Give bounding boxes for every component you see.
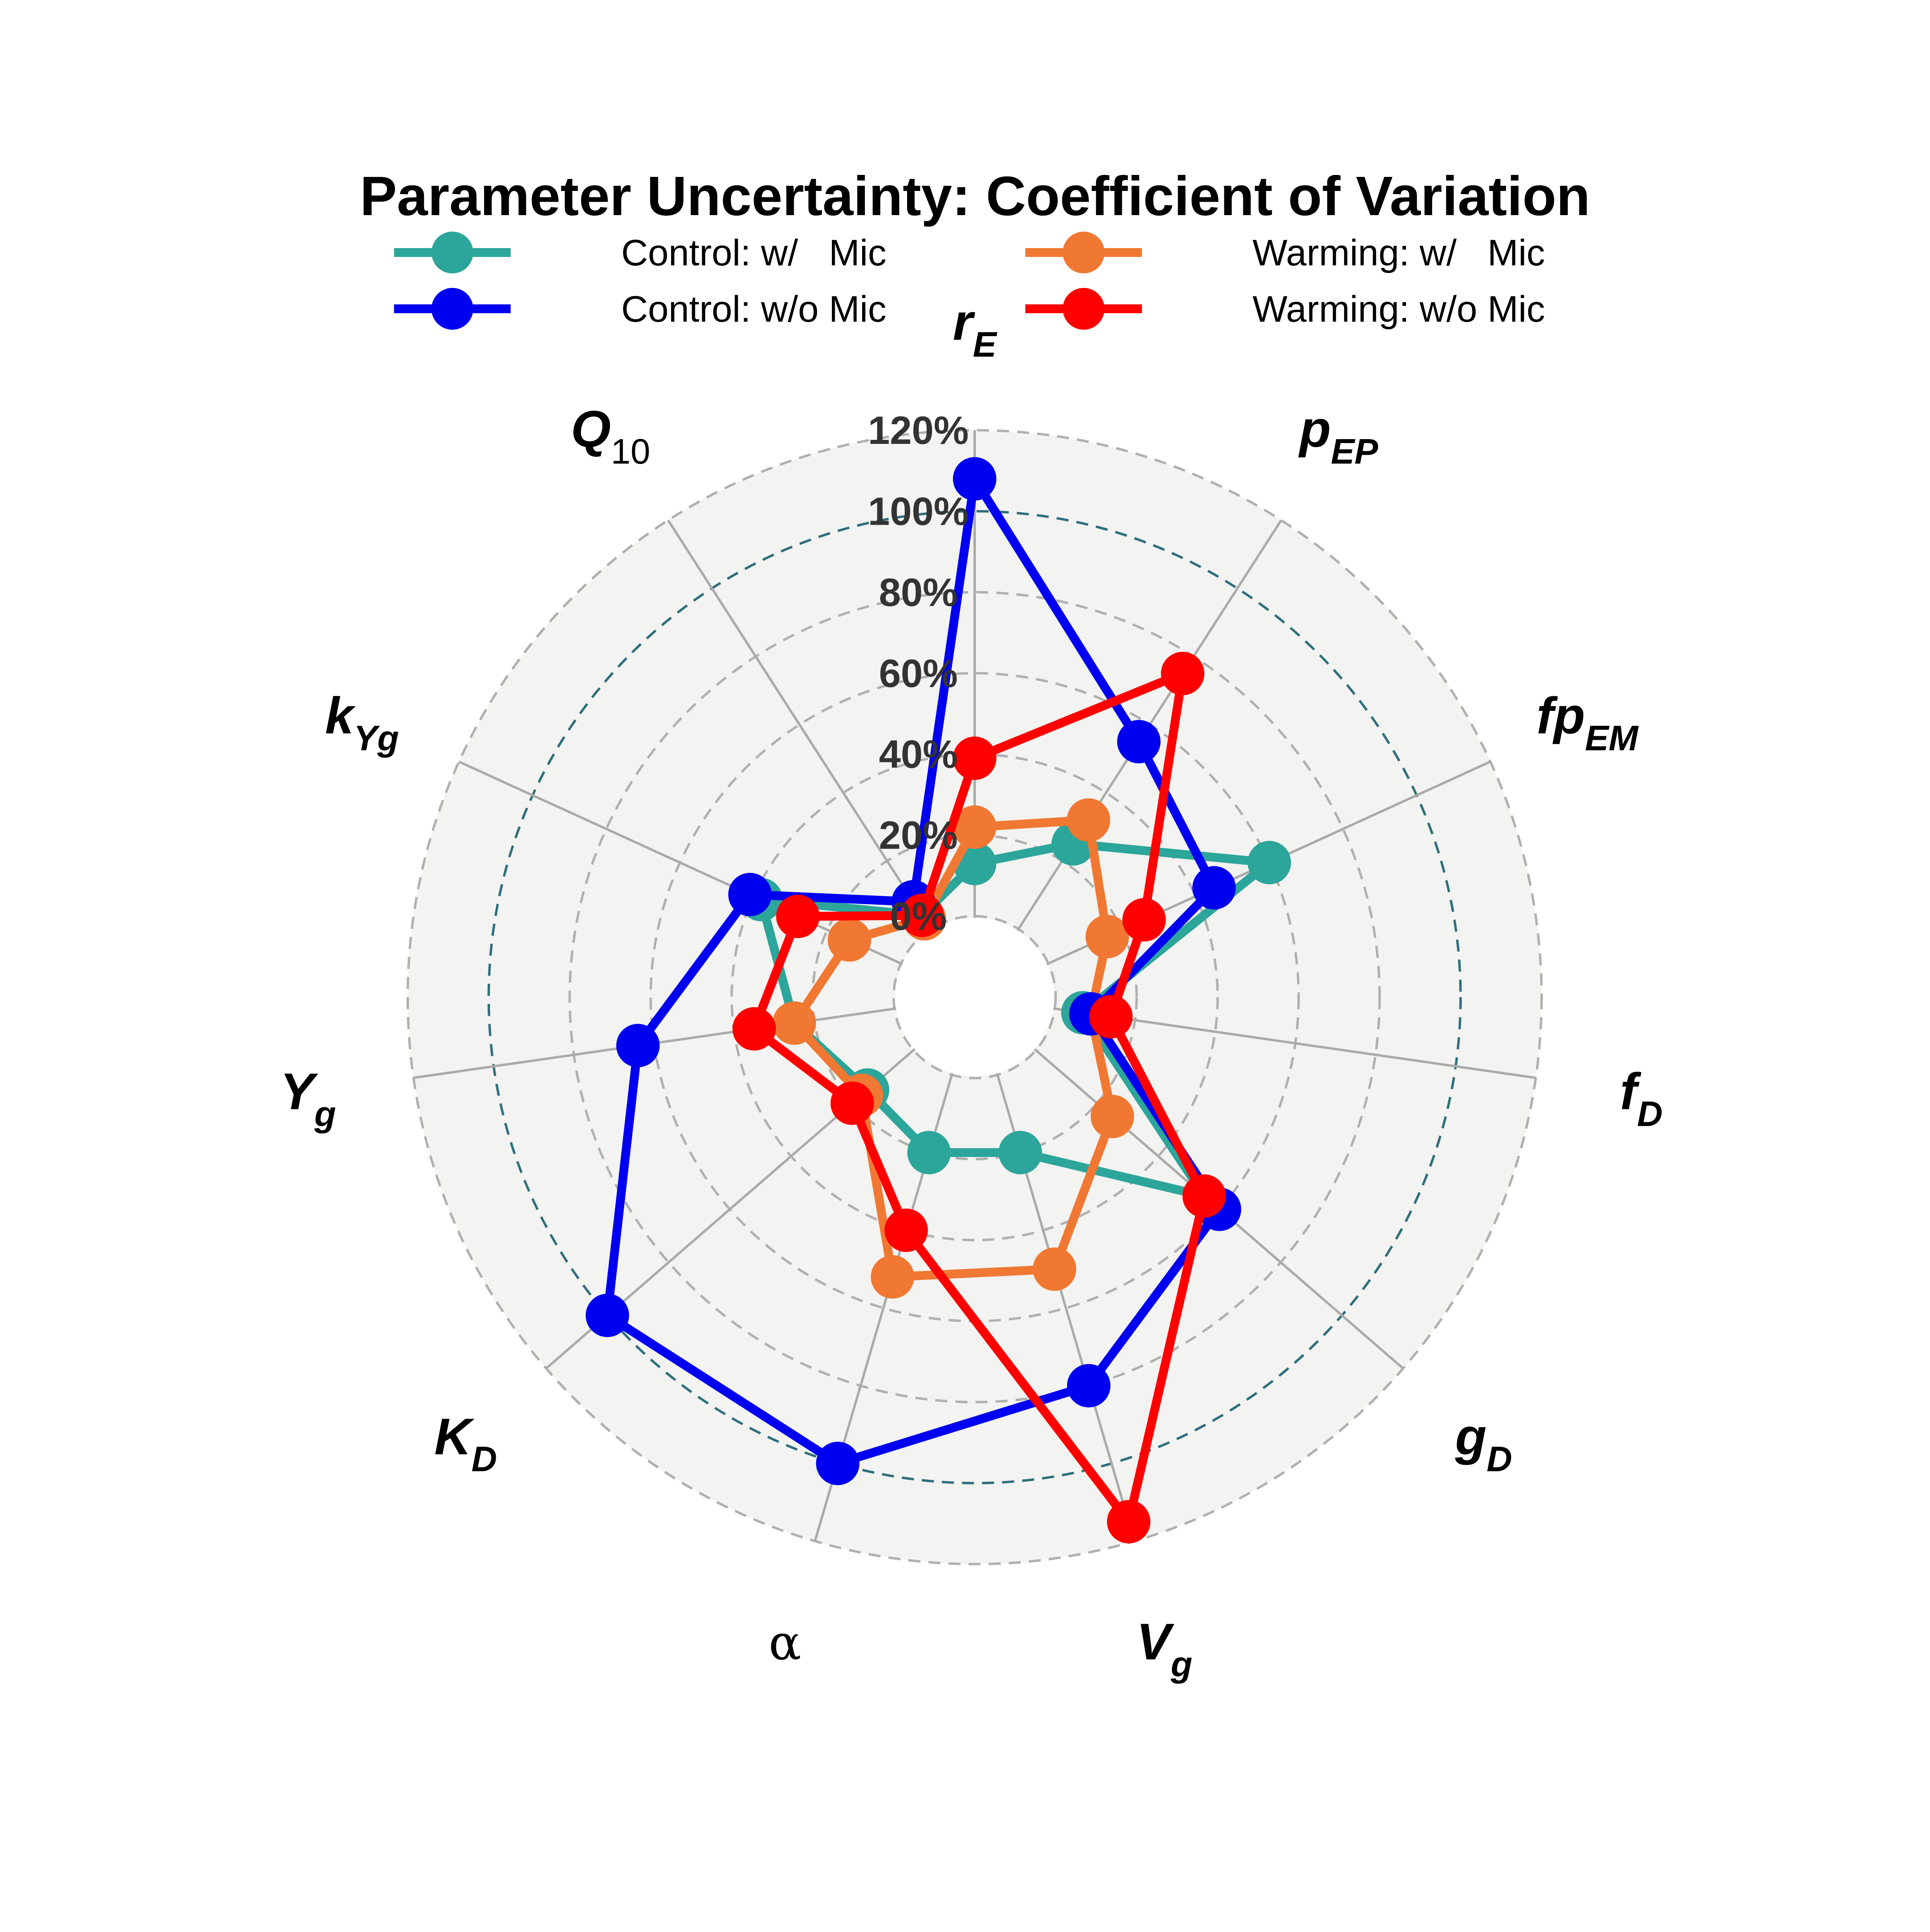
data-point	[1033, 1247, 1076, 1291]
axis-label: fD	[1620, 1063, 1663, 1133]
data-point	[827, 918, 871, 962]
data-point	[1182, 1174, 1226, 1218]
chart-title: Parameter Uncertainty: Coefficient of Va…	[360, 165, 1590, 227]
axis-label-subscript: D	[1637, 1094, 1663, 1133]
data-point	[776, 895, 820, 938]
legend-label: Warming: w/o Mic	[1252, 289, 1545, 330]
legend-swatch-marker	[431, 232, 473, 273]
data-point	[998, 1131, 1042, 1174]
plot-area: 0%20%40%60%80%100%120%rEpEPfpEMfDgDVgαKD…	[280, 294, 1663, 1684]
radial-tick-label: 60%	[879, 651, 958, 695]
data-point	[830, 1081, 874, 1125]
data-point	[1107, 1500, 1151, 1544]
data-point	[953, 736, 996, 780]
data-point	[1117, 720, 1161, 764]
axis-label-subscript: g	[1170, 1644, 1193, 1684]
axis-label: KD	[434, 1408, 497, 1479]
spoke-line	[458, 760, 975, 998]
axis-label-base: K	[434, 1408, 475, 1466]
axis-label-subscript: EM	[1585, 718, 1639, 758]
radial-tick-label: 20%	[879, 813, 958, 857]
axis-label: rE	[953, 294, 998, 364]
axis-label-base: g	[1455, 1408, 1487, 1466]
axis-label-base: V	[1136, 1613, 1174, 1671]
data-point	[1089, 995, 1133, 1039]
axis-label: fpEM	[1536, 687, 1639, 758]
data-point	[1090, 1094, 1134, 1138]
axis-label-base: p	[1298, 400, 1331, 458]
data-point	[871, 1255, 914, 1299]
axis-label: gD	[1455, 1408, 1512, 1479]
data-point	[1067, 1364, 1111, 1408]
axis-label-subscript: D	[472, 1439, 497, 1479]
axis-label-base: α	[769, 1615, 801, 1671]
data-point	[1085, 915, 1129, 959]
legend-label: Control: w/ Mic	[621, 232, 886, 273]
legend-swatch-marker	[1063, 232, 1105, 273]
axis-label: α	[769, 1615, 801, 1671]
data-point	[816, 1441, 860, 1485]
legend-label: Control: w/o Mic	[621, 289, 887, 330]
data-point	[772, 1001, 816, 1045]
grid-ring	[892, 915, 1057, 1080]
axis-label: Vg	[1136, 1613, 1192, 1684]
data-point	[616, 1024, 660, 1068]
data-point	[953, 805, 996, 849]
axis-label-subscript: D	[1487, 1439, 1512, 1479]
data-point	[1122, 898, 1166, 942]
axis-label-subscript: g	[314, 1094, 336, 1133]
axis-label: pEP	[1298, 400, 1378, 471]
data-point	[585, 1293, 629, 1337]
axis-label: Yg	[280, 1063, 336, 1133]
grid-ring	[407, 429, 1543, 1565]
axis-label-base: k	[325, 687, 356, 745]
axis-label: Q10	[571, 400, 650, 471]
data-point	[732, 1007, 776, 1051]
data-point	[1161, 652, 1205, 696]
center-hole	[895, 918, 1054, 1077]
radial-tick-label: 0%	[890, 894, 947, 938]
axis-label-subscript: E	[973, 324, 998, 364]
legend-label: Warming: w/ Mic	[1252, 232, 1545, 273]
axis-label: kYg	[325, 687, 399, 758]
axis-label-base: Q	[571, 400, 611, 458]
axis-label-base: fp	[1536, 687, 1585, 745]
data-point	[907, 1131, 951, 1174]
data-point	[728, 873, 772, 916]
data-point	[1067, 798, 1111, 842]
radial-tick-label: 100%	[868, 489, 969, 533]
legend-swatch-marker	[1063, 288, 1105, 330]
radial-tick-label: 120%	[868, 408, 969, 452]
axis-label-subscript: 10	[611, 431, 650, 471]
grid-ring	[730, 753, 1219, 1242]
data-point	[953, 457, 996, 501]
radial-tick-label: 80%	[879, 570, 958, 614]
data-point	[1247, 841, 1291, 885]
series-line	[603, 474, 1224, 1468]
axis-label-subscript: Yg	[354, 718, 399, 758]
spoke-line	[413, 996, 975, 1079]
axis-label-subscript: EP	[1331, 431, 1378, 471]
axis-label-base: Y	[280, 1063, 318, 1120]
legend-swatch-marker	[431, 288, 473, 330]
legend: Control: w/ Mic Warming: w/ Mic Control: w…	[394, 232, 1545, 330]
axis-label-base: r	[953, 294, 975, 351]
grid-ring	[487, 510, 1462, 1484]
radial-tick-label: 40%	[879, 732, 958, 776]
data-point	[900, 893, 944, 937]
data-point	[884, 1208, 928, 1252]
grid-ring	[568, 591, 1381, 1404]
data-point	[1192, 866, 1236, 910]
